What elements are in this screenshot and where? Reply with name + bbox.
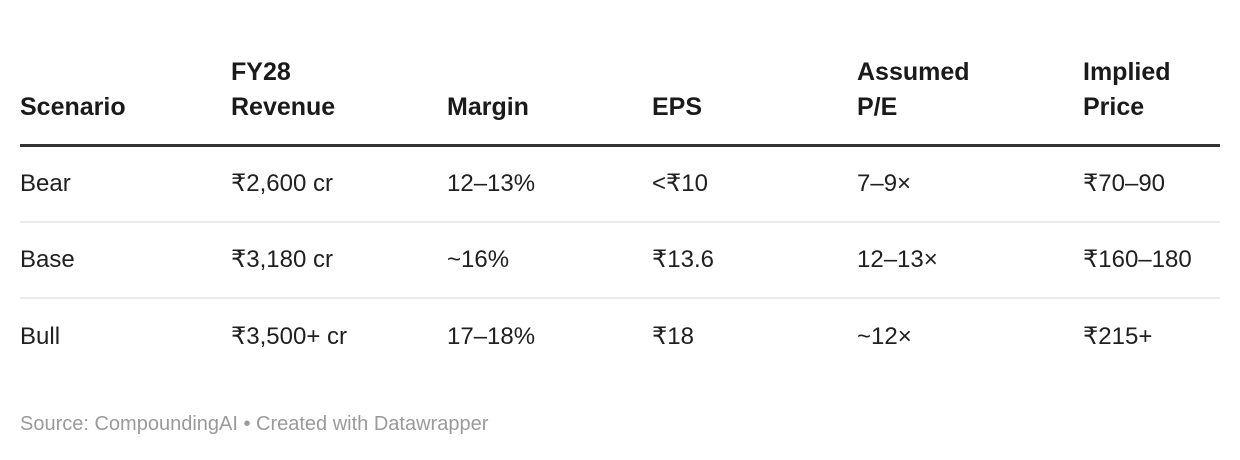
column-header-margin: Margin xyxy=(447,0,652,147)
column-header-implied-price: Implied Price xyxy=(1083,0,1220,147)
cell-assumed-pe: ~12× xyxy=(857,323,912,350)
cell-eps: ₹18 xyxy=(652,323,694,350)
table-row-bear: Bear ₹2,600 cr 12–13% <₹10 7–9× ₹70–90 xyxy=(20,146,1220,222)
cell-implied-price: ₹160–180 xyxy=(1083,246,1192,273)
column-header-assumed-pe: Assumed P/E xyxy=(857,0,1083,147)
cell-scenario: Bull xyxy=(20,323,61,350)
table-row-bull: Bull ₹3,500+ cr 17–18% ₹18 ~12× ₹215+ xyxy=(20,298,1220,375)
cell-fy28-revenue: ₹3,500+ cr xyxy=(231,323,348,350)
cell-margin: 12–13% xyxy=(447,170,536,197)
source-attribution: Source: CompoundingAI • Created with Dat… xyxy=(20,413,489,435)
column-header-fy28-revenue: FY28 Revenue xyxy=(231,0,447,147)
cell-fy28-revenue: ₹2,600 cr xyxy=(231,170,333,197)
cell-eps: <₹10 xyxy=(652,170,708,197)
table-header: Scenario FY28 Revenue Margin EPS Assumed… xyxy=(20,0,1220,147)
column-header-scenario: Scenario xyxy=(20,0,231,147)
cell-assumed-pe: 12–13× xyxy=(857,246,938,273)
cell-assumed-pe: 7–9× xyxy=(857,170,912,197)
table-body: Bear ₹2,600 cr 12–13% <₹10 7–9× ₹70–90 B… xyxy=(20,146,1220,376)
cell-margin: 17–18% xyxy=(447,323,536,350)
header-row: Scenario FY28 Revenue Margin EPS Assumed… xyxy=(20,0,1220,147)
cell-scenario: Bear xyxy=(20,170,71,197)
cell-scenario: Base xyxy=(20,246,75,273)
cell-fy28-revenue: ₹3,180 cr xyxy=(231,246,333,273)
cell-implied-price: ₹215+ xyxy=(1083,323,1153,350)
cell-eps: ₹13.6 xyxy=(652,246,714,273)
column-header-eps: EPS xyxy=(652,0,857,147)
table-row-base: Base ₹3,180 cr ~16% ₹13.6 12–13× ₹160–18… xyxy=(20,222,1220,298)
cell-implied-price: ₹70–90 xyxy=(1083,170,1166,197)
cell-margin: ~16% xyxy=(447,246,510,273)
valuation-scenario-table: Scenario FY28 Revenue Margin EPS Assumed… xyxy=(20,0,1220,375)
